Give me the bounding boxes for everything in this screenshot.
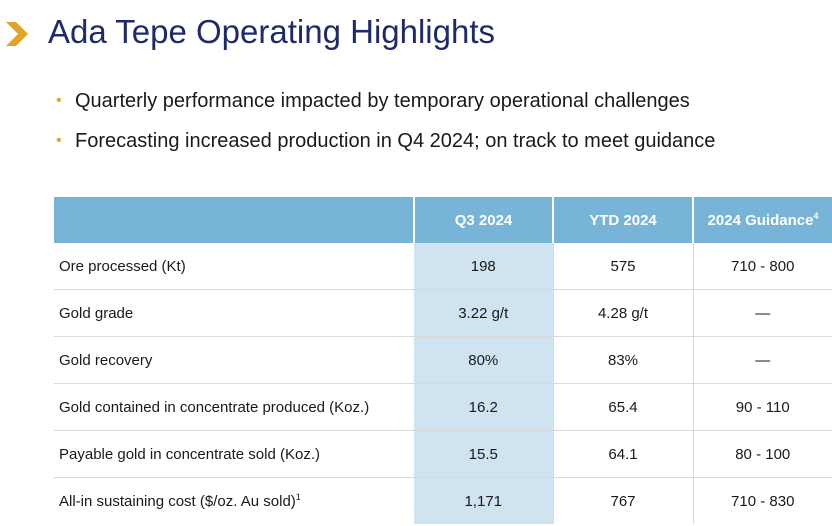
table-row: Gold recovery 80% 83% — bbox=[54, 336, 832, 384]
guidance-value: 80 - 100 bbox=[692, 430, 832, 478]
guidance-value: 710 - 800 bbox=[692, 243, 832, 290]
chevron-right-icon bbox=[6, 22, 28, 46]
row-label: Gold grade bbox=[54, 289, 414, 337]
bullet-dot-icon: • bbox=[56, 92, 62, 109]
ytd-value: 767 bbox=[552, 477, 693, 524]
table-header-row: Q3 2024 YTD 2024 2024 Guidance4 bbox=[54, 197, 832, 243]
operating-highlights-table: Q3 2024 YTD 2024 2024 Guidance4 Ore proc… bbox=[54, 197, 832, 524]
row-label: All-in sustaining cost ($/oz. Au sold)1 bbox=[59, 492, 301, 510]
header-q3-2024: Q3 2024 bbox=[414, 197, 554, 243]
ytd-value: 4.28 g/t bbox=[552, 289, 693, 337]
ytd-value: 65.4 bbox=[552, 383, 693, 431]
footnote-marker: 4 bbox=[813, 211, 819, 221]
table-row: Payable gold in concentrate sold (Koz.) 1… bbox=[54, 430, 832, 478]
guidance-value: — bbox=[692, 289, 832, 337]
row-label: Payable gold in concentrate sold (Koz.) bbox=[54, 430, 414, 478]
bullet-text: Forecasting increased production in Q4 2… bbox=[75, 130, 716, 152]
bullet-item: • Quarterly performance impacted by tempo… bbox=[56, 88, 715, 128]
header-label-cell bbox=[54, 197, 415, 243]
header-2024-guidance: 2024 Guidance4 bbox=[693, 197, 832, 243]
row-label: Gold contained in concentrate produced (… bbox=[54, 383, 414, 431]
ytd-value: 83% bbox=[552, 336, 693, 384]
bullet-text: Quarterly performance impacted by tempor… bbox=[75, 90, 690, 112]
q3-value: 3.22 g/t bbox=[414, 289, 553, 337]
table-row: Gold grade 3.22 g/t 4.28 g/t — bbox=[54, 289, 832, 337]
bullet-dot-icon: • bbox=[56, 132, 62, 149]
table-row: Gold contained in concentrate produced (… bbox=[54, 383, 832, 431]
q3-value: 15.5 bbox=[414, 430, 553, 478]
guidance-value: 710 - 830 bbox=[692, 477, 832, 524]
q3-value: 80% bbox=[414, 336, 553, 384]
q3-value: 198 bbox=[414, 243, 553, 290]
guidance-value: — bbox=[692, 336, 832, 384]
footnote-marker: 1 bbox=[295, 492, 301, 502]
row-label: Gold recovery bbox=[54, 336, 414, 384]
ytd-value: 64.1 bbox=[552, 430, 693, 478]
bullet-list: • Quarterly performance impacted by tempo… bbox=[56, 88, 715, 168]
header-ytd-2024: YTD 2024 bbox=[553, 197, 694, 243]
bullet-item: • Forecasting increased production in Q4 … bbox=[56, 128, 715, 168]
ytd-value: 575 bbox=[552, 243, 693, 290]
table-row: Ore processed (Kt) 198 575 710 - 800 bbox=[54, 243, 832, 290]
row-label: Ore processed (Kt) bbox=[54, 243, 414, 290]
q3-value: 16.2 bbox=[414, 383, 553, 431]
q3-value: 1,171 bbox=[414, 477, 553, 524]
guidance-value: 90 - 110 bbox=[692, 383, 832, 431]
table-row: All-in sustaining cost ($/oz. Au sold)1 1… bbox=[54, 477, 832, 524]
page-title: Ada Tepe Operating Highlights bbox=[48, 13, 496, 50]
